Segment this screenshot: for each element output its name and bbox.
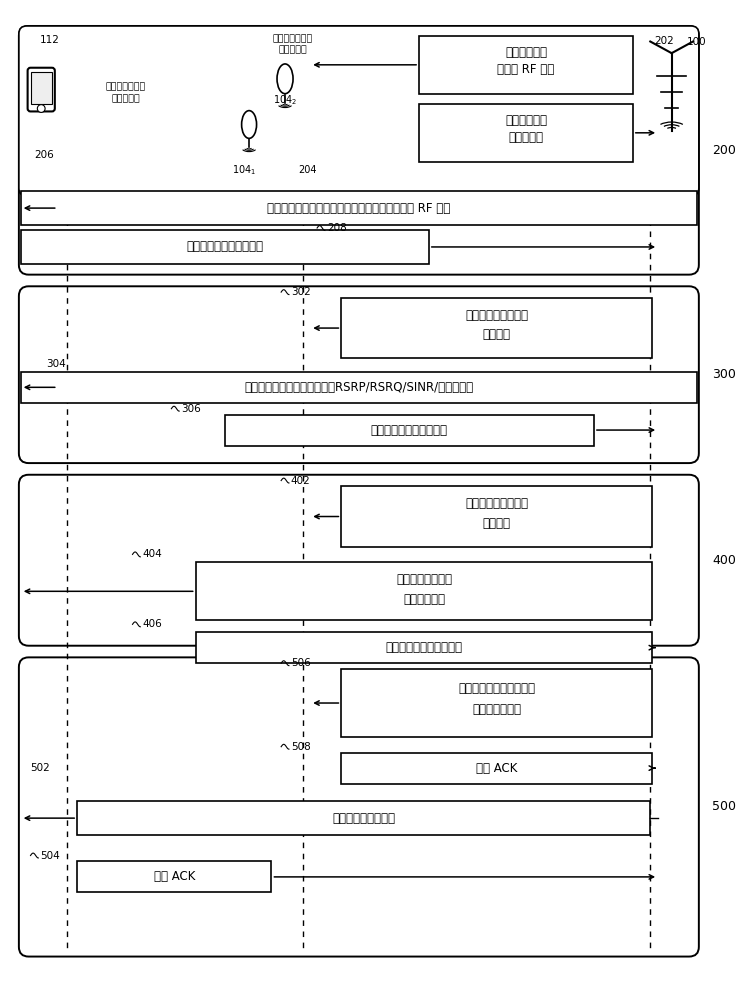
Bar (341, 669, 652, 737)
Text: 候选小小区: 候选小小区 (279, 46, 307, 55)
Text: 508: 508 (291, 742, 310, 752)
Bar (225, 415, 594, 446)
Text: 小小区重新配置命令: 小小区重新配置命令 (332, 812, 395, 825)
Text: 请求的指纹: 请求的指纹 (509, 131, 543, 144)
Bar (341, 753, 652, 784)
Text: 504: 504 (41, 851, 60, 861)
Text: 100: 100 (687, 37, 707, 47)
Text: 200: 200 (713, 144, 736, 157)
Text: 202: 202 (654, 36, 674, 46)
FancyBboxPatch shape (19, 286, 699, 463)
FancyBboxPatch shape (19, 657, 699, 957)
Text: 发送要在选定的小小区上: 发送要在选定的小小区上 (458, 682, 535, 695)
Bar (21, 230, 429, 264)
Text: 信道质量测量: 信道质量测量 (403, 593, 445, 606)
Bar (195, 632, 652, 663)
Circle shape (38, 105, 45, 112)
Text: 302: 302 (291, 287, 310, 297)
Bar (419, 104, 633, 162)
Text: 信标发送: 信标发送 (483, 328, 511, 341)
Bar (195, 562, 652, 620)
Text: 测量并报告所请求的指纹: 测量并报告所请求的指纹 (186, 240, 263, 253)
Text: 测量并报告所请求的信息: 测量并报告所请求的信息 (385, 641, 462, 654)
Text: 请求关于特定: 请求关于特定 (505, 46, 547, 59)
Bar (21, 372, 697, 403)
Text: 402: 402 (291, 476, 310, 486)
Bar (341, 486, 652, 547)
Text: 304: 304 (46, 359, 66, 369)
Text: 请求对候选资源的: 请求对候选资源的 (396, 573, 452, 586)
Ellipse shape (242, 111, 256, 138)
Text: 请求在候选资源上的: 请求在候选资源上的 (465, 309, 528, 322)
Text: 发送 ACK: 发送 ACK (153, 870, 195, 883)
Text: 请求关于特定资源（例如，频带、载波等等）的 RF 指纹: 请求关于特定资源（例如，频带、载波等等）的 RF 指纹 (268, 202, 450, 215)
Bar (30, 72, 52, 104)
Text: $104_2$: $104_2$ (273, 93, 297, 107)
Text: 相邻小小区: 相邻小小区 (111, 94, 140, 103)
Text: 发送 ACK: 发送 ACK (476, 762, 517, 775)
Text: 208: 208 (326, 223, 346, 233)
Text: 406: 406 (142, 619, 162, 629)
Text: 112: 112 (41, 35, 60, 45)
Text: 506: 506 (291, 658, 310, 668)
Bar (77, 801, 650, 835)
Text: 404: 404 (142, 549, 162, 559)
FancyBboxPatch shape (19, 26, 699, 275)
Text: 306: 306 (181, 404, 201, 414)
Bar (77, 861, 271, 892)
Bar (341, 298, 652, 358)
Text: 请求对候选资源的信道质量（RSRP/RSRQ/SINR/等等）测量: 请求对候选资源的信道质量（RSRP/RSRQ/SINR/等等）测量 (244, 381, 473, 394)
Text: （一个或多个）: （一个或多个） (105, 83, 146, 92)
Text: 400: 400 (713, 554, 736, 567)
Text: $104_1$: $104_1$ (232, 163, 256, 177)
Text: 204: 204 (298, 165, 317, 175)
Text: 激活的资源配置: 激活的资源配置 (472, 703, 521, 716)
Ellipse shape (277, 64, 293, 94)
Text: 测量并报告所: 测量并报告所 (505, 114, 547, 127)
Text: 资源的 RF 指纹: 资源的 RF 指纹 (497, 63, 554, 76)
FancyBboxPatch shape (27, 68, 55, 111)
Text: 502: 502 (30, 763, 50, 773)
Text: 300: 300 (713, 368, 736, 381)
FancyBboxPatch shape (19, 475, 699, 646)
Bar (21, 191, 697, 225)
Text: 测量并报告所请求的信息: 测量并报告所请求的信息 (371, 424, 448, 437)
Text: 信标发送: 信标发送 (483, 517, 511, 530)
Text: （一个或多个）: （一个或多个） (273, 34, 313, 43)
FancyBboxPatch shape (19, 26, 699, 196)
Text: 500: 500 (713, 800, 736, 813)
Bar (419, 36, 633, 94)
Text: 206: 206 (34, 150, 54, 160)
Text: 请求在候选资源上的: 请求在候选资源上的 (465, 497, 528, 510)
